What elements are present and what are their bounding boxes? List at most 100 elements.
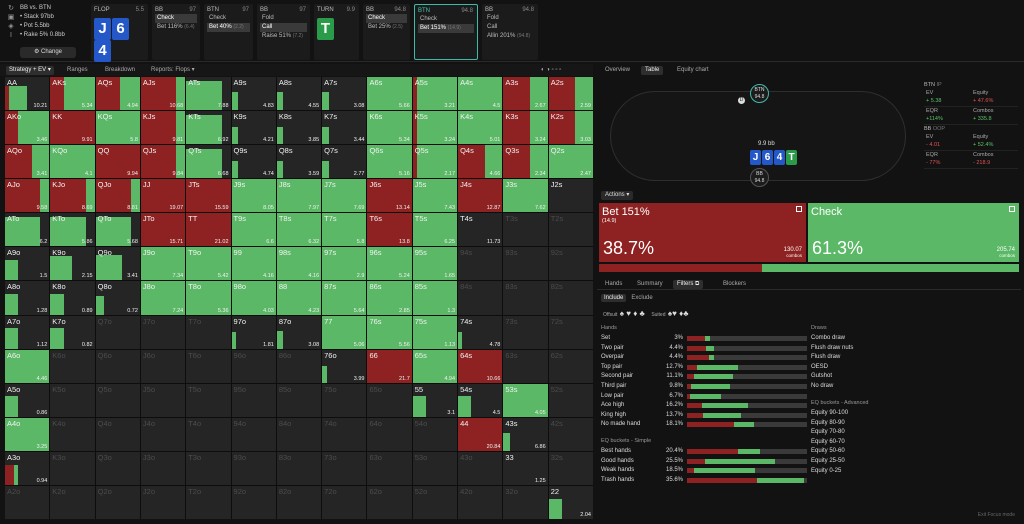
offsuit-suits[interactable]: ♠ ♥ ♦ ♣ [619,309,645,318]
hand-cell[interactable]: T5o [186,383,231,417]
filter-row[interactable]: Third pair 9.8% [601,382,807,391]
node-action[interactable]: Fold [485,14,535,23]
hand-cell[interactable]: 73s [503,315,548,349]
bet-checkbox-icon[interactable] [796,206,802,212]
hand-cell[interactable]: A4o 3.25 [5,417,50,451]
hand-cell[interactable]: 97o 1.81 [231,315,276,349]
hand-cell[interactable]: 65o [367,383,412,417]
hand-cell[interactable]: T8s 6.32 [276,213,322,247]
hand-cell[interactable]: 85o [276,383,322,417]
tab-hands[interactable]: Hands [605,281,623,287]
hand-cell[interactable]: 82s [548,281,593,315]
filter-row[interactable]: Gutshot9.2% [811,372,1024,381]
hand-cell[interactable]: 98o 4.03 [231,281,276,315]
tree-node-bb[interactable]: BB 94.8 Check Bet 25% (2.5) [363,4,410,60]
node-action[interactable]: Allin 201% (94.8) [485,32,535,41]
hand-cell[interactable]: K3s 3.24 [503,111,548,145]
hand-cell[interactable]: 92s [548,247,593,281]
filter-row[interactable]: No made hand 18.1% [601,420,807,429]
hand-cell[interactable]: AQs 4.94 [95,77,140,111]
tab-reports-flops[interactable]: Reports: Flops ▾ [151,67,195,73]
hand-cell[interactable]: A6o 4.46 [5,349,50,383]
hand-cell[interactable]: TT 21.02 [186,213,231,247]
filter-row[interactable]: King high 13.7% [601,411,807,420]
hand-cell[interactable]: A8o 1.28 [5,281,50,315]
hand-cell[interactable]: 72o [322,485,367,519]
hand-cell[interactable]: AKo 3.46 [5,111,50,145]
hand-cell[interactable]: A4s 4.5 [458,77,503,111]
hand-cell[interactable]: Q7s 2.77 [322,145,367,179]
hand-cell[interactable]: J9o 7.34 [140,247,186,281]
hand-cell[interactable]: 74o [322,417,367,451]
exit-focus-mode[interactable]: Exit Focus mode [977,512,1015,518]
hand-cell[interactable]: JJ 19.07 [140,179,186,213]
hand-cell[interactable]: AA 10.21 [5,77,50,111]
hand-cell[interactable]: 87s 5.64 [322,281,367,315]
filter-row[interactable]: Equity 80-9013.2% [811,419,1024,428]
exclude-button[interactable]: Exclude [631,295,653,301]
hand-cell[interactable]: AJo 9.58 [5,179,50,213]
hand-cell[interactable]: 86s 2.85 [367,281,412,315]
hand-cell[interactable]: T6o [186,349,231,383]
hand-cell[interactable]: Q4o [95,417,140,451]
hand-cell[interactable]: T6s 13.8 [367,213,412,247]
hand-cell[interactable]: 63o [367,451,412,485]
filter-row[interactable]: Weak hands 18.5% [601,466,807,475]
tab-filters[interactable]: Filters ⧉ [673,280,704,289]
hand-cell[interactable]: QQ 9.94 [95,145,140,179]
hand-cell[interactable]: A6s 5.66 [367,77,412,111]
hand-cell[interactable]: 76s 5.56 [367,315,412,349]
filter-row[interactable]: Flush draw nuts2.6% [811,344,1024,353]
hand-cell[interactable]: Q2o [95,485,140,519]
hand-cell[interactable]: JTs 15.59 [186,179,231,213]
hand-cell[interactable]: Q8o 0.72 [95,281,140,315]
hand-cell[interactable]: 96s 5.24 [367,247,412,281]
hand-cell[interactable]: K3o [50,451,95,485]
hand-cell[interactable]: 32s [548,451,593,485]
hand-cell[interactable]: KQo 4.1 [50,145,95,179]
hand-cell[interactable]: Q8s 3.59 [276,145,322,179]
hand-cell[interactable]: T4o [186,417,231,451]
check-action-box[interactable]: Check 61.3% 205.74 combos [808,203,1019,262]
hand-cell[interactable]: 94o [231,417,276,451]
tree-node-btn[interactable]: BTN 97 Check Bet 40% (2.2) [204,4,253,60]
hand-cell[interactable]: A3o 0.94 [5,451,50,485]
hand-cell[interactable]: 43o [458,451,503,485]
hand-cell[interactable]: 95s 1.65 [412,247,458,281]
hand-cell[interactable]: 54s 4.5 [458,383,503,417]
hand-cell[interactable]: 22 2.04 [548,485,593,519]
filter-row[interactable]: Ace high 16.2% [601,401,807,410]
hand-cell[interactable]: T4s 11.73 [458,213,503,247]
hand-cell[interactable]: 73o [322,451,367,485]
hand-cell[interactable]: A8s 4.55 [276,77,322,111]
hand-cell[interactable]: K2s 3.03 [548,111,593,145]
filter-row[interactable]: Equity 25-5031.7% [811,457,1024,466]
hand-cell[interactable]: KK 9.91 [50,111,95,145]
hand-cell[interactable]: 99 4.16 [231,247,276,281]
hand-cell[interactable]: QTo 5.68 [95,213,140,247]
hand-cell[interactable]: Q5o [95,383,140,417]
tab-strategy-ev[interactable]: Strategy + EV ▾ [6,66,54,75]
hand-cell[interactable]: J6s 13.14 [367,179,412,213]
tab-table[interactable]: Table [641,66,664,75]
hand-cell[interactable]: A2s 2.59 [548,77,593,111]
node-action[interactable]: Bet 25% (2.5) [366,23,407,32]
filter-row[interactable]: Best hands 20.4% [601,447,807,456]
node-action[interactable]: Bet 151% (14.9) [418,24,474,33]
hand-cell[interactable]: T9s 6.6 [231,213,276,247]
node-action[interactable]: Check [418,15,474,24]
hand-cell[interactable]: 86o [276,349,322,383]
filter-row[interactable]: Equity 0-2522.4% [811,467,1024,476]
node-action[interactable]: Raise 51% (7.2) [260,32,307,41]
tab-blockers[interactable]: Blockers [723,281,747,287]
hand-cell[interactable]: Q3s 2.34 [503,145,548,179]
tree-node-turn[interactable]: TURN 9.9 T [314,4,359,60]
hand-cell[interactable]: 97s 2.9 [322,247,367,281]
hand-cell[interactable]: QJs 9.84 [140,145,186,179]
hand-cell[interactable]: J8o 7.24 [140,281,186,315]
hand-cell[interactable]: 85s 1.3 [412,281,458,315]
hand-cell[interactable]: Q6o [95,349,140,383]
hand-cell[interactable]: T3s [503,213,548,247]
hand-cell[interactable]: T8o 5.36 [186,281,231,315]
hand-cell[interactable]: 53s 4.05 [503,383,548,417]
